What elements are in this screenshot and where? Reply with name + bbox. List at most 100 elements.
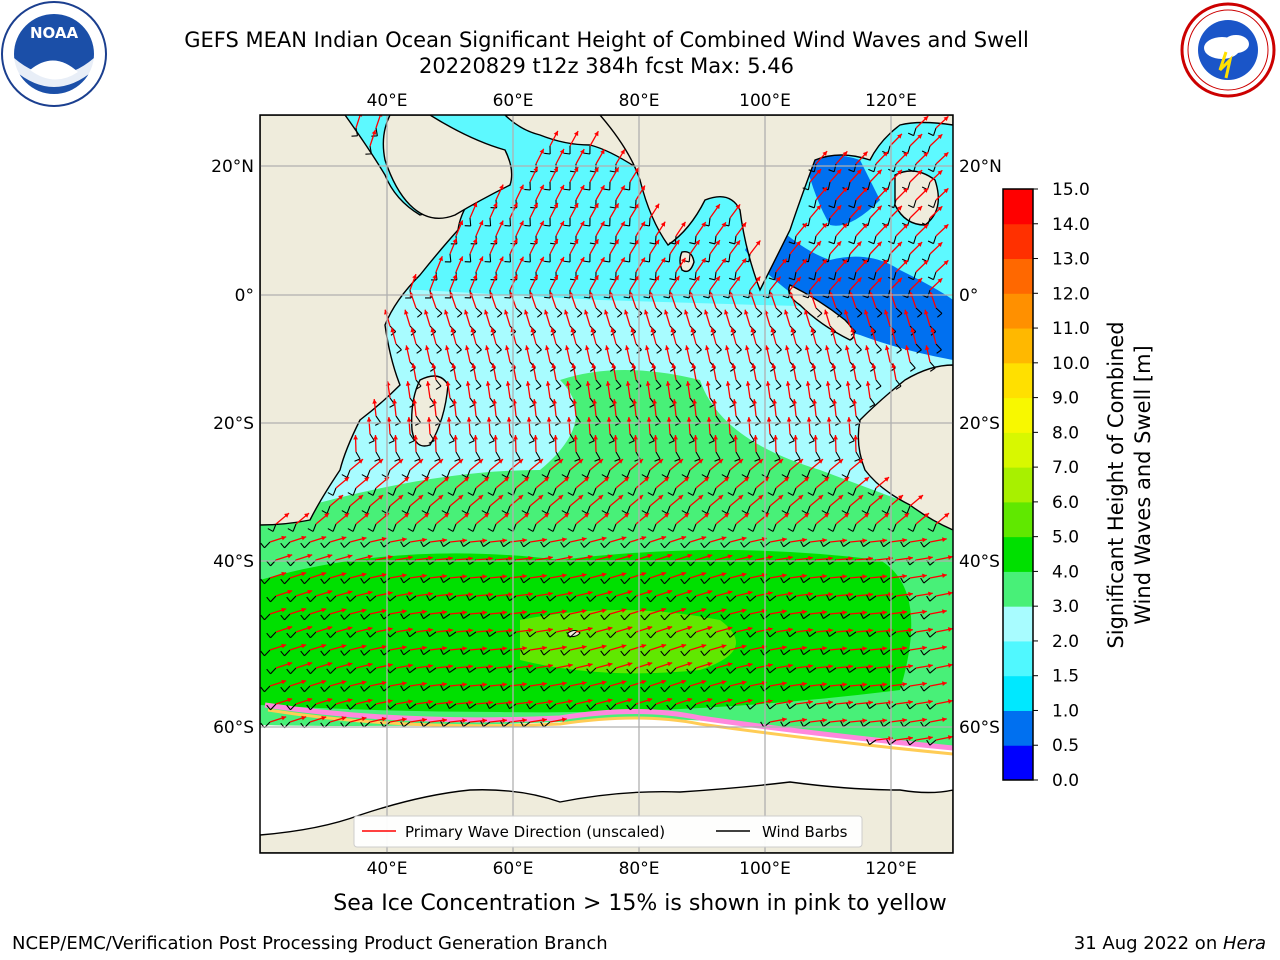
vector-glyph [690,327,702,354]
wind-barb [903,721,911,728]
wave-arrow-head [564,477,570,482]
vector-glyph [412,399,422,426]
wind-barb-feather [560,649,565,656]
wave-arrow-head [788,663,793,669]
wind-barb-feather [727,528,734,532]
wind-barb [766,505,771,514]
wave-arrow-head [587,554,593,560]
wind-barb-feather [715,385,722,390]
wave-arrow-head [522,646,527,651]
wind-barb [552,523,557,532]
wind-barb-feather [501,474,508,478]
wind-barb [284,649,291,657]
wave-arrow-head [667,697,673,703]
vector-glyph [828,222,848,245]
vector-glyph [709,221,727,245]
wind-barb-feather [626,560,631,567]
wave-arrow-head [367,698,373,704]
wind-barb [595,451,601,460]
wave-arrow-head [684,477,690,482]
wind-barb-feather [306,560,311,567]
vector-glyph [808,150,828,173]
wave-arrow-head [758,459,764,464]
wave-arrow-head [695,239,700,245]
wind-barb-feather [646,596,651,603]
wave-arrow-head [811,363,817,369]
wind-barb-feather [809,403,816,408]
wind-barb [532,523,537,532]
wind-barb-feather [721,510,728,514]
wave-arrow-head [553,238,558,244]
vector-glyph [821,458,844,478]
wind-barb-feather [366,703,371,710]
wind-barb-feather [280,578,285,585]
wave-arrow-head [407,591,413,597]
wind-barb-feather [560,685,565,692]
wave-arrow-head [287,589,293,595]
vector-glyph [625,381,636,408]
vector-glyph [487,512,510,532]
wave-arrow-head [321,535,327,541]
wind-barb [863,685,871,692]
wind-barb [675,451,681,460]
wind-barb [675,379,682,387]
vector-glyph [901,277,923,299]
wind-barb [326,505,331,514]
wave-arrow-head [924,513,930,518]
vector-glyph [626,416,635,444]
wave-arrow-head [544,309,549,315]
wind-barb [903,541,911,548]
wind-barb-feather [756,349,762,354]
wave-arrow-head [741,644,747,650]
wind-barb-feather [767,492,774,496]
wind-barb-feather [341,510,348,514]
wind-barb-feather [714,458,721,462]
vector-glyph [786,416,795,444]
wave-arrow-head [573,275,579,281]
wave-arrow-head [444,309,449,315]
vector-glyph [832,399,842,426]
wind-barb [684,685,691,693]
vector-glyph [566,662,593,674]
wave-arrow-head [808,555,813,561]
wind-barb-feather [527,492,534,496]
wind-barb-feather [860,649,864,655]
wind-barb [589,433,595,442]
vector-glyph [526,663,553,674]
wave-arrow-head [488,628,493,634]
wave-arrow-head [422,537,427,543]
wave-arrow-head [462,682,467,687]
vector-glyph [620,607,647,621]
vector-glyph [660,535,687,549]
wave-arrow-head [710,327,716,333]
wind-barb-feather [496,349,502,354]
wind-barb-feather [900,649,905,656]
wind-barb [743,541,751,548]
vector-glyph [826,592,853,602]
wind-barb-feather [421,510,428,514]
wind-barb [690,595,697,603]
wind-barb [529,595,537,602]
wave-arrow-head [941,573,947,579]
wind-barb-feather [926,667,931,674]
vector-glyph [790,327,802,354]
wind-barb [429,631,437,638]
colorbar-bin [1003,397,1033,433]
top-tick-100e: 100°E [739,91,791,111]
wind-barb [666,469,671,478]
wind-barb [589,667,597,674]
wave-arrow-head [687,553,693,559]
machine-name: Hera [1222,933,1266,954]
wave-arrow-head [647,661,653,667]
wind-barb [655,379,662,387]
vector-glyph [629,221,646,245]
vector-glyph [461,494,484,514]
colorbar-tick-label: 10.0 [1052,354,1090,374]
vector-glyph [732,399,742,426]
wind-barb [264,541,271,549]
wave-arrow-head [522,682,527,687]
wind-barb-feather [726,668,731,674]
wave-arrow-head [707,626,713,631]
wave-arrow-head [641,607,647,613]
wave-arrow-head [701,679,707,685]
